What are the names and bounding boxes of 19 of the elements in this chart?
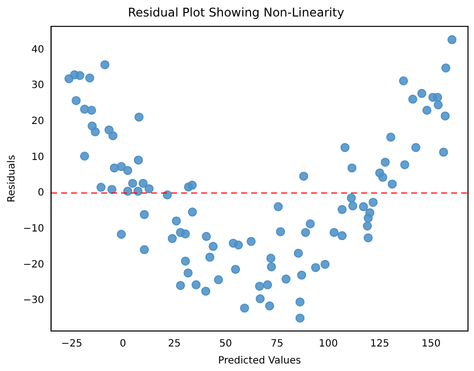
x-tick-label: 100 xyxy=(318,338,338,350)
y-tick-label: 0 xyxy=(38,188,44,199)
x-tick-label: 150 xyxy=(421,338,441,350)
x-tick-label: −25 xyxy=(61,338,82,350)
x-tick-label: 0 xyxy=(120,338,126,350)
y-tick-label: 30 xyxy=(31,80,44,92)
y-tick-label: 20 xyxy=(31,116,44,127)
x-tick-label: 75 xyxy=(270,338,284,350)
y-tick-label: 40 xyxy=(31,44,44,56)
x-tick-label: 125 xyxy=(370,338,390,350)
chart-title: Residual Plot Showing Non-Linearity xyxy=(128,5,344,20)
x-tick-label: 25 xyxy=(168,338,181,350)
x-axis-title: Predicted Values xyxy=(218,356,301,367)
y-tick-label: −30 xyxy=(22,295,44,306)
y-tick-label: 10 xyxy=(31,152,44,163)
y-axis-title: Residuals xyxy=(6,154,18,202)
x-tick-label: 50 xyxy=(219,338,232,350)
y-tick-label: −10 xyxy=(22,223,44,234)
y-tick-label: −20 xyxy=(22,259,44,270)
